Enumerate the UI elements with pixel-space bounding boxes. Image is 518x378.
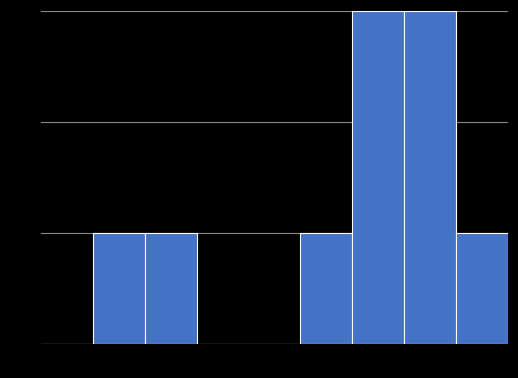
- Bar: [352, 11, 404, 344]
- Bar: [300, 233, 352, 344]
- Bar: [93, 233, 145, 344]
- Bar: [456, 233, 508, 344]
- Bar: [145, 233, 197, 344]
- Bar: [404, 11, 456, 344]
